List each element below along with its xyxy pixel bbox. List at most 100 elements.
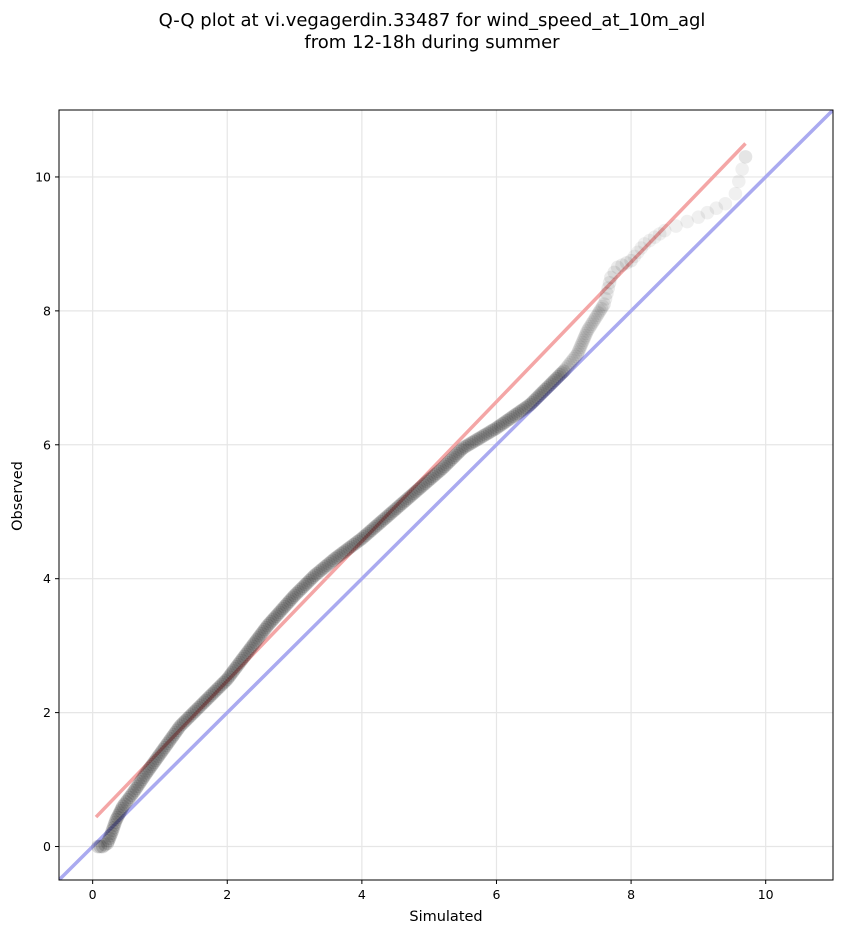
data-point [410,483,425,497]
data-point [598,292,613,306]
data-point [139,766,154,780]
x-tick-label: 0 [89,887,97,902]
data-point [336,545,351,560]
data-point [144,759,158,774]
data-point [151,749,166,764]
data-point [560,360,574,374]
x-tick-label: 2 [223,887,231,902]
y-tick-label: 8 [43,303,51,318]
data-point [495,416,510,431]
data-point [575,335,590,350]
data-point [275,601,290,616]
data-point [364,523,379,537]
data-point [430,466,444,481]
x-axis-label: Simulated [409,909,482,925]
data-point [408,484,423,499]
x-tick-label: 8 [627,887,635,902]
data-point [570,347,585,362]
data-point [209,683,224,697]
data-point [165,730,180,744]
data-point [731,174,746,189]
data-point [307,568,322,583]
data-point [435,461,450,476]
data-point [471,431,486,446]
data-point [465,435,479,450]
data-point [162,734,177,748]
y-tick-label: 0 [43,839,51,854]
data-point [127,783,142,798]
data-point [207,684,222,699]
data-point [709,201,724,216]
data-point [178,713,193,728]
data-point [237,649,252,664]
data-point [153,747,167,761]
data-point [385,504,400,519]
data-point [225,666,239,680]
data-point [366,521,381,536]
data-point [231,657,245,672]
data-point [100,836,115,850]
data-point [735,162,749,176]
data-point [738,150,753,164]
data-point [521,399,535,413]
data-point [198,693,213,708]
data-point [115,801,129,816]
data-point [456,441,470,455]
reference-lines [59,110,833,880]
data-point [718,196,733,211]
data-point [506,409,521,424]
data-point [284,592,299,607]
data-point [433,463,448,477]
data-point [416,478,431,492]
data-point [330,550,344,564]
data-point [101,833,116,848]
data-point [642,233,657,248]
data-point [553,368,567,382]
data-point [148,753,163,768]
data-point [573,340,588,355]
data-point [412,481,427,496]
data-point [147,755,161,770]
data-point [111,808,126,823]
data-point [109,812,124,827]
data-point [107,818,122,832]
data-point [445,452,459,466]
data-point [251,631,266,645]
data-point [399,493,413,507]
data-point [324,555,338,569]
data-point [376,513,390,527]
data-point [338,544,353,558]
data-point [124,788,139,802]
data-point [246,637,261,651]
data-point [680,214,694,229]
data-point [197,695,211,710]
data-point [473,430,488,445]
data-point [119,795,134,809]
data-point [180,711,195,726]
data-point [108,815,123,830]
data-point [498,415,512,429]
data-point [352,533,367,547]
data-point [568,349,583,364]
data-point [600,286,614,301]
data-point [446,450,461,465]
data-point [218,674,233,688]
data-point [304,572,318,586]
data-point [264,614,278,629]
data-point [248,635,263,649]
data-point [439,457,454,472]
data-point [279,598,293,612]
data-point [112,806,127,820]
data-point [314,563,328,578]
data-point [418,476,433,491]
data-point [587,312,602,327]
data-point [458,439,472,454]
data-point [728,186,743,201]
x-tick-label: 10 [758,887,774,902]
data-point [491,419,506,434]
data-point [130,779,145,794]
data-point [193,699,208,713]
data-point [282,594,297,608]
data-point [358,528,373,542]
